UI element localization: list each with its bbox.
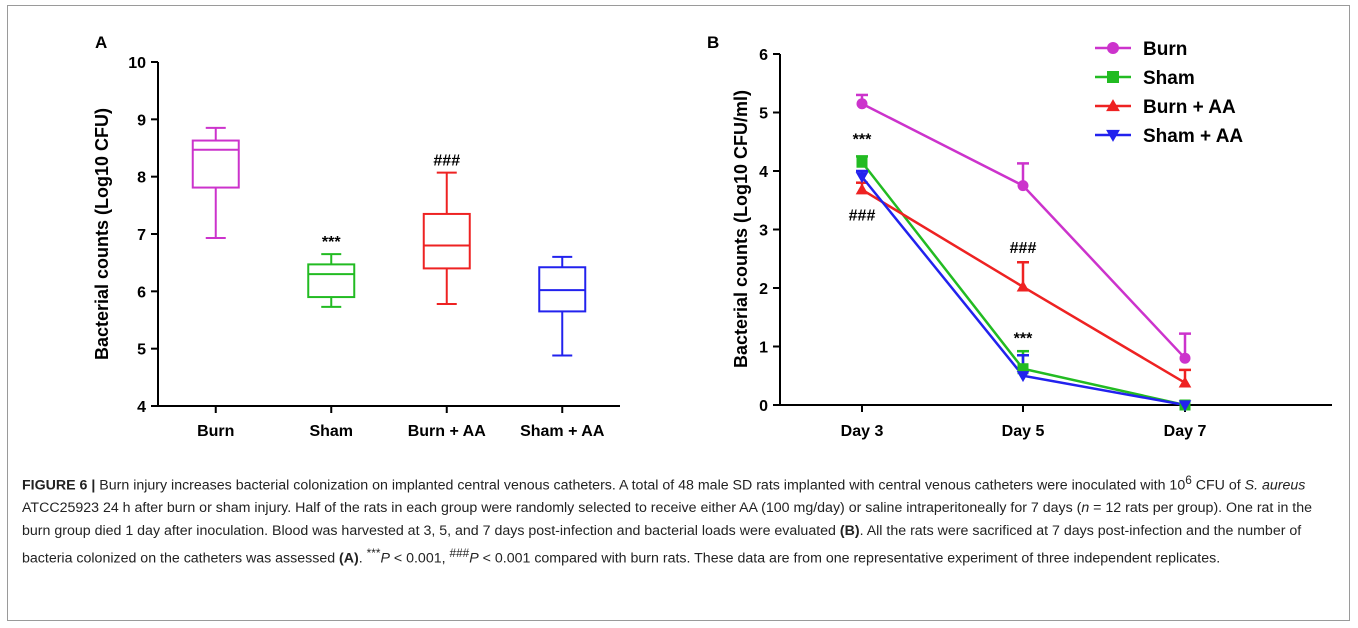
- panel-a-significance-label: ***: [322, 234, 341, 251]
- panel-a-y-tick-label: 4: [137, 399, 146, 416]
- legend-label: Sham: [1143, 68, 1195, 89]
- panel-b-data-point: [1017, 363, 1029, 375]
- panel-b-data-point: [856, 156, 868, 168]
- panel-b-data-point: [855, 172, 869, 184]
- panel-b-significance-label: ###: [849, 208, 876, 225]
- legend-swatch-marker: [1107, 71, 1119, 83]
- panel-b-letter: B: [707, 33, 719, 52]
- panel-a-x-tick-label: Sham + AA: [520, 423, 605, 440]
- panel-b-ylabel: Bacterial counts (Log10 CFU/ml): [731, 90, 751, 368]
- panel-a-box: [191, 139, 240, 189]
- legend-label: Burn: [1143, 39, 1187, 60]
- panel-b-series-line: [861, 102, 1186, 360]
- panel-a-ylabel: Bacterial counts (Log10 CFU): [92, 108, 112, 360]
- panel-a-y-tick-label: 7: [137, 227, 146, 244]
- panel-a-x-tick-label: Burn: [197, 423, 234, 440]
- panel-b-data-point: [856, 98, 868, 110]
- panel-b-y-tick-label: 2: [759, 281, 768, 298]
- panel-a-plot: 4 5 6 7 8 9 10 Burn Sham Burn + AA Sham + AA *** ###: [128, 55, 620, 440]
- panel-b-x-tick-label: Day 3: [841, 423, 884, 440]
- legend-swatch-marker: [1106, 129, 1120, 142]
- panel-b-y-tick-label: 3: [759, 223, 768, 240]
- caption-label: FIGURE 6 |: [22, 477, 96, 494]
- panel-b-y-tick-label: 6: [759, 47, 768, 64]
- panel-b-significance-label: ###: [1010, 240, 1037, 257]
- legend-swatch-marker: [1106, 99, 1120, 112]
- panel-b-y-tick-label: 4: [759, 164, 768, 181]
- figure-caption: FIGURE 6 | Burn injury increases bacteri…: [22, 473, 1313, 567]
- panel-b-data-point: [1178, 400, 1192, 412]
- legend-swatch-marker: [1107, 42, 1119, 54]
- panel-a-box: [422, 212, 471, 270]
- panel-b-data-point: [1178, 376, 1192, 388]
- panel-b-x-tick-label: Day 7: [1164, 423, 1207, 440]
- legend-label: Burn + AA: [1143, 97, 1236, 118]
- panel-b-y-tick-label: 0: [759, 398, 768, 415]
- figure-charts: A B Bacterial counts (Log10 CFU) Bacteri…: [92, 33, 1332, 440]
- panel-a-significance-label: ###: [433, 153, 460, 170]
- panel-b-data-point: [1016, 371, 1030, 383]
- panel-b-x-tick-label: Day 5: [1002, 423, 1045, 440]
- figure-frame: [7, 5, 1350, 621]
- panel-b-y-tick-label: 1: [759, 340, 768, 357]
- panel-b-legend: Burn Sham Burn + AA Sham + AA: [1095, 39, 1243, 147]
- panel-b-y-tick-label: 5: [759, 106, 768, 123]
- panel-b-plot: 0 1 2 3 4 5 6 Day 3 Day 5 Day 7 *** ### ### ***: [759, 47, 1332, 440]
- legend-label: Sham + AA: [1143, 126, 1243, 147]
- panel-a-box: [307, 263, 356, 299]
- panel-b-data-point: [1179, 352, 1191, 364]
- panel-b-significance-label: ***: [1014, 331, 1033, 348]
- panel-b-data-point: [855, 183, 869, 195]
- panel-a-y-tick-label: 10: [128, 55, 146, 72]
- panel-b-data-point: [1016, 280, 1030, 292]
- panel-b-significance-label: ***: [853, 132, 872, 149]
- panel-a-y-tick-label: 8: [137, 170, 146, 187]
- panel-a-y-tick-label: 6: [137, 284, 146, 301]
- panel-a-y-tick-label: 9: [137, 112, 146, 129]
- panel-b-data-point: [1017, 180, 1029, 192]
- panel-a-x-tick-label: Sham: [309, 423, 353, 440]
- panel-a-letter: A: [95, 33, 107, 52]
- panel-a-y-tick-label: 5: [137, 342, 146, 359]
- panel-a-x-tick-label: Burn + AA: [408, 423, 487, 440]
